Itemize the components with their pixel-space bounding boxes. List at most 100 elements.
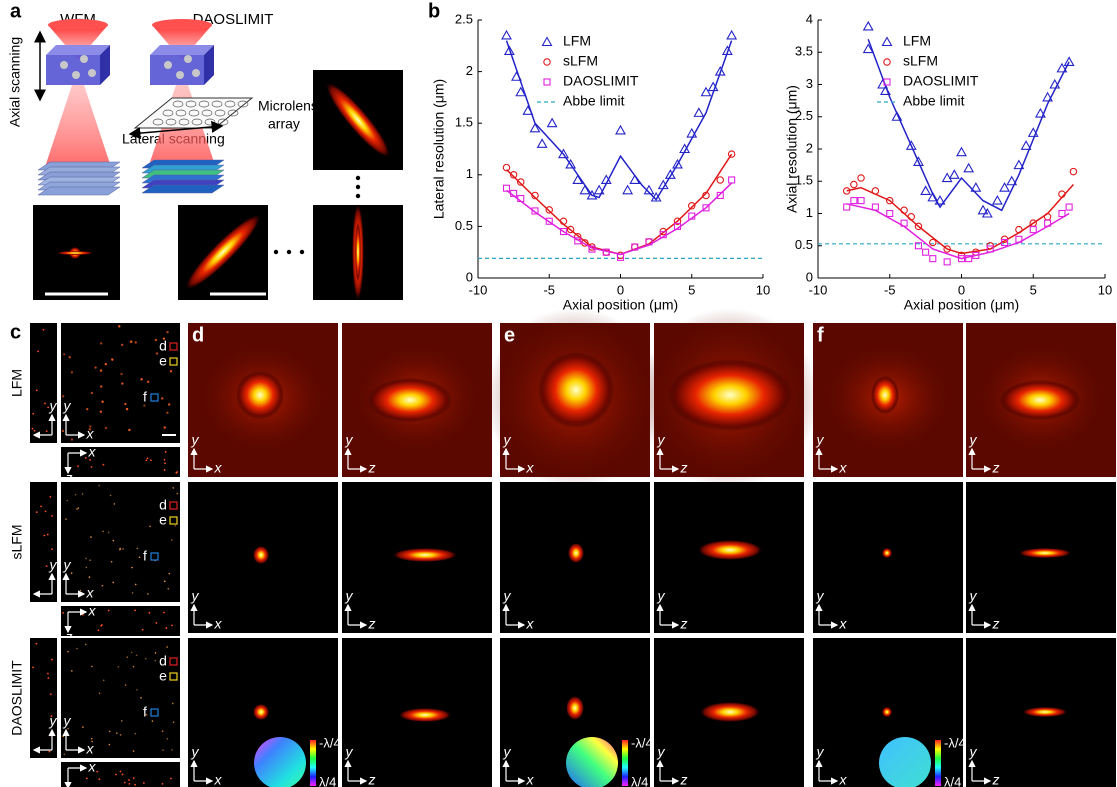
bead-signal bbox=[155, 652, 157, 654]
psf-blob bbox=[57, 251, 93, 255]
bead-signal bbox=[49, 735, 51, 737]
bead-signal bbox=[98, 778, 100, 780]
panel-label: b bbox=[428, 0, 440, 22]
image-stack bbox=[142, 185, 224, 193]
bead-signal bbox=[161, 397, 163, 399]
bead-signal bbox=[132, 592, 134, 594]
bead-signal bbox=[77, 465, 79, 467]
bead-signal bbox=[109, 730, 111, 732]
axis-letter: z bbox=[992, 772, 1000, 787]
fit-line bbox=[507, 183, 732, 254]
bead-signal bbox=[124, 782, 126, 784]
bead-signal bbox=[102, 585, 104, 587]
bead-signal bbox=[119, 549, 121, 551]
bead-signal bbox=[118, 666, 120, 668]
axis-letter: x bbox=[526, 460, 535, 476]
legend-label: LFM bbox=[903, 33, 931, 49]
marker-circle bbox=[884, 59, 890, 65]
image bbox=[30, 482, 57, 602]
fit-line bbox=[507, 154, 732, 254]
bead-signal bbox=[176, 493, 178, 495]
bead-signal bbox=[155, 622, 157, 624]
bead-signal bbox=[149, 526, 151, 528]
bead-signal bbox=[131, 567, 133, 569]
bead-signal bbox=[143, 404, 145, 406]
axis-letter: x bbox=[88, 759, 97, 775]
marker-triangle bbox=[921, 186, 930, 194]
bead-signal bbox=[32, 428, 34, 430]
marker-square bbox=[1059, 211, 1065, 217]
bead bbox=[184, 55, 192, 63]
bead-signal bbox=[164, 426, 166, 428]
bead-signal bbox=[43, 329, 45, 331]
roi-label: d bbox=[159, 338, 167, 354]
bead-signal bbox=[168, 573, 170, 575]
bead-signal bbox=[101, 401, 103, 403]
bead-signal bbox=[147, 381, 149, 383]
bead-signal bbox=[91, 666, 93, 668]
bead-signal bbox=[155, 660, 157, 662]
bead-signal bbox=[96, 771, 98, 773]
axis-letter: y bbox=[191, 432, 200, 448]
bead-signal bbox=[90, 536, 92, 538]
marker-triangle bbox=[538, 139, 547, 147]
bead-signal bbox=[140, 378, 142, 380]
bead-signal bbox=[134, 784, 136, 786]
legend-label: LFM bbox=[563, 33, 591, 49]
cone-top bbox=[48, 19, 108, 31]
x-tick-label: 0 bbox=[958, 282, 965, 297]
bead-signal bbox=[47, 534, 49, 536]
axis-letter: x bbox=[526, 772, 535, 787]
psf-blob bbox=[566, 696, 584, 720]
axis-letter: y bbox=[63, 713, 72, 729]
bead-signal bbox=[134, 609, 136, 611]
psf-blob bbox=[1019, 548, 1071, 558]
microlens-label: Microlens bbox=[258, 98, 318, 114]
y-tick-label: 2.5 bbox=[455, 11, 473, 26]
marker-triangle bbox=[993, 196, 1002, 204]
bead-signal bbox=[46, 430, 48, 432]
bead-signal bbox=[126, 408, 128, 410]
bead-signal bbox=[116, 732, 118, 734]
bead-signal bbox=[165, 627, 167, 629]
axis-letter: y bbox=[345, 432, 354, 448]
bead-signal bbox=[65, 518, 67, 520]
bead-signal bbox=[133, 750, 135, 752]
x-tick-label: -5 bbox=[543, 282, 555, 297]
row-label: LFM bbox=[9, 369, 25, 397]
axis-letter: x bbox=[214, 460, 223, 476]
bead-signal bbox=[120, 373, 122, 375]
axis-letter: y bbox=[969, 588, 978, 604]
marker-triangle bbox=[979, 206, 988, 214]
bead-signal bbox=[121, 382, 123, 384]
colorbar-label: -λ/4 bbox=[319, 735, 341, 750]
marker-circle bbox=[717, 177, 723, 183]
marker-square bbox=[729, 177, 735, 183]
marker-triangle bbox=[616, 126, 625, 134]
marker-triangle bbox=[727, 31, 736, 39]
bead-signal bbox=[128, 779, 130, 781]
x-tick-label: 5 bbox=[1030, 282, 1037, 297]
microlens-label: array bbox=[268, 116, 300, 132]
roi-label: e bbox=[159, 668, 167, 684]
bead-signal bbox=[172, 487, 174, 489]
axis-letter: y bbox=[969, 432, 978, 448]
colorbar-label: -λ/4 bbox=[944, 735, 966, 750]
bead bbox=[60, 61, 68, 69]
bead-signal bbox=[43, 535, 45, 537]
axis-letter: x bbox=[839, 616, 848, 632]
psf-blob bbox=[253, 546, 269, 564]
wavefront-map bbox=[254, 737, 306, 787]
bead-signal bbox=[121, 720, 123, 722]
bead-signal bbox=[62, 735, 64, 737]
y-tick-label: 3 bbox=[806, 76, 813, 91]
panel-label: c bbox=[10, 321, 21, 343]
bead-signal bbox=[136, 654, 138, 656]
ellipsis-dot bbox=[356, 185, 360, 189]
bead-signal bbox=[148, 612, 150, 614]
axis-letter: z bbox=[680, 460, 688, 476]
bead-signal bbox=[171, 749, 173, 751]
axis-letter: x bbox=[214, 772, 223, 787]
psf-blob bbox=[368, 378, 452, 422]
bead-signal bbox=[156, 352, 158, 354]
